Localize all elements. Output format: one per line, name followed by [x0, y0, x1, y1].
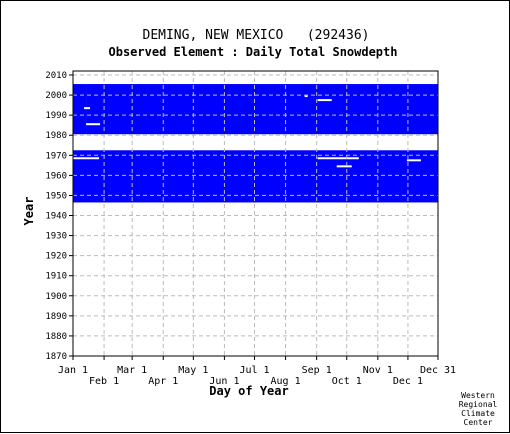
y-tick-label: 1870: [45, 352, 67, 362]
x-tick-label: May 1: [178, 365, 208, 376]
data-block: [73, 150, 438, 203]
x-axis: Jan 1 Mar 1 May 1 Jul 1 Sep 1 Nov 1 Dec 31 Feb …: [58, 356, 456, 387]
x-tick-label: Jun 1: [209, 376, 239, 387]
x-tick-label: Oct 1: [332, 376, 362, 387]
x-tick-label: Feb 1: [89, 376, 119, 387]
credit-line: Regional: [459, 400, 498, 409]
x-axis-label: Day of Year: [209, 384, 288, 398]
x-tick-label: Mar 1: [117, 365, 147, 376]
grid-layer: [73, 71, 438, 357]
x-tick-label: Aug 1: [271, 376, 301, 387]
y-tick-label: 1980: [45, 131, 67, 141]
chart-subtitle: Observed Element : Daily Total Snowdepth: [109, 45, 398, 59]
y-tick-label: 1940: [45, 212, 67, 222]
data-block: [73, 84, 87, 135]
x-tick-label: Dec 31: [420, 365, 456, 376]
credit-line: Climate: [461, 409, 495, 418]
y-tick-label: 1910: [45, 272, 67, 282]
x-tick-label: Sep 1: [302, 365, 332, 376]
credit-block: Western Regional Climate Center: [459, 391, 498, 427]
x-tick-label: Jul 1: [239, 365, 269, 376]
y-tick-label: 1950: [45, 191, 67, 201]
x-tick-label: Apr 1: [148, 376, 178, 387]
y-tick-label: 1920: [45, 252, 67, 262]
plot-border: [72, 70, 439, 357]
chart-title: DEMING, NEW MEXICO (292436): [143, 28, 370, 43]
y-tick-label: 2010: [45, 71, 67, 81]
y-tick-label: 1880: [45, 332, 67, 342]
x-tick-label: Nov 1: [363, 365, 393, 376]
credit-line: Center: [464, 418, 493, 427]
data-block: [86, 84, 439, 135]
y-tick-label: 1900: [45, 292, 67, 302]
x-tick-label: Dec 1: [393, 376, 423, 387]
credit-line: Western: [461, 391, 495, 400]
y-axis: 2010 2000 1990 1980 1970 1960 1950 1940 1930 1920…: [45, 71, 73, 362]
y-tick-label: 1990: [45, 111, 67, 121]
x-tick-label: Jan 1: [58, 365, 88, 376]
y-axis-label: Year: [22, 197, 36, 226]
y-tick-label: 1960: [45, 171, 67, 181]
y-tick-label: 2000: [45, 91, 67, 101]
y-tick-label: 1970: [45, 151, 67, 161]
y-tick-label: 1890: [45, 312, 67, 322]
data-layer: [73, 84, 439, 203]
y-tick-label: 1930: [45, 232, 67, 242]
